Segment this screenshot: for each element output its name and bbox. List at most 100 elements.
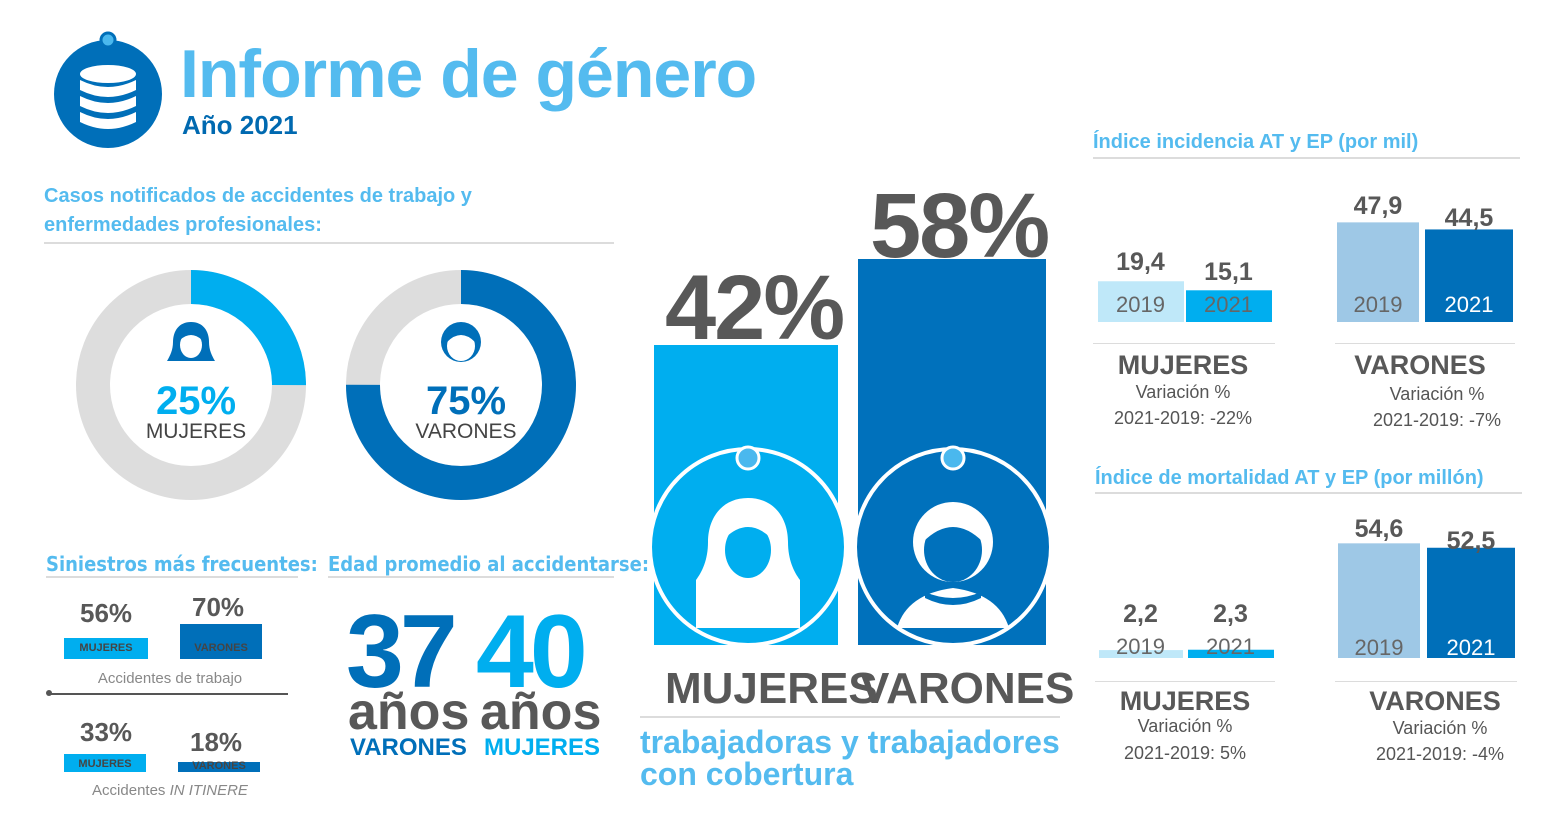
inc-women-2019-value: 19,4 <box>1116 248 1165 276</box>
women-donut <box>76 270 306 500</box>
sin-itinere-women-tag: MUJERES <box>78 758 132 770</box>
mortalidad-chart <box>1099 543 1515 658</box>
coverage-women-pct: 42% <box>665 257 845 359</box>
women-cases-label: MUJERES <box>145 420 247 443</box>
women-age-word: años <box>480 683 602 741</box>
sin-separator-dot <box>46 690 52 696</box>
bar-mujeres-2021 <box>1188 649 1274 658</box>
mor-men-variation: 2021-2019: -4% <box>1375 744 1505 764</box>
men-age-number: 37 <box>346 594 458 710</box>
inc-men-variation: 2021-2019: -7% <box>1372 410 1502 430</box>
mor-men-baseline <box>1335 681 1517 682</box>
coverage-men-label: VARONES <box>860 664 1075 713</box>
sin-itinere-caption: Accidentes IN ITINERE <box>60 782 280 799</box>
mor-women-variation-label: Variación % <box>1137 716 1233 736</box>
mor-men-2019-value: 54,6 <box>1354 515 1404 543</box>
inc-women-2019-year: 2019 <box>1116 292 1165 317</box>
sin-trabajo-men-pct: 70% <box>192 592 245 622</box>
mortalidad-divider <box>1095 492 1522 494</box>
coverage-man-icon <box>897 502 1009 628</box>
cases-donuts <box>76 270 576 500</box>
incidencia-divider <box>1093 157 1520 159</box>
inc-men-2021-value: 44,5 <box>1444 204 1494 232</box>
bar-mujeres-2019 <box>1098 281 1184 322</box>
mor-men-variation-label: Variación % <box>1392 718 1488 738</box>
bar-mujeres-2019 <box>1099 650 1183 658</box>
men-age-label: VARONES <box>350 734 467 761</box>
man-icon <box>441 322 481 362</box>
sin-itinere-men-pct: 18% <box>190 727 243 757</box>
sin-itinere-caption-b: IN ITINERE <box>169 782 248 799</box>
men-age-word: años <box>348 683 470 741</box>
sin-itinere-men-bar <box>178 762 260 772</box>
coverage-women-medallion <box>648 445 848 647</box>
coverage-women-label: MUJERES <box>665 664 878 713</box>
cases-title: Casos notificados de accidentes de traba… <box>44 185 472 236</box>
coverage-caption: trabajadoras y trabajadores con cobertur… <box>640 724 1060 792</box>
women-cases-pct: 25% <box>155 379 237 423</box>
mor-men-name: VARONES <box>1369 686 1501 716</box>
women-age-label: MUJERES <box>484 734 601 761</box>
mortalidad-title: Índice de mortalidad AT y EP (por millón… <box>1095 467 1484 489</box>
coverage-men-medallion <box>853 445 1053 647</box>
siniestros-divider <box>46 576 298 578</box>
inc-men-variation-label: Variación % <box>1389 384 1485 404</box>
page-subtitle: Año 2021 <box>182 110 298 140</box>
inc-men-2021-year: 2021 <box>1444 292 1494 317</box>
sin-trabajo-men-bar <box>180 624 262 659</box>
sin-itinere-women-bar <box>64 754 146 772</box>
bar-varones-2021 <box>1427 547 1515 658</box>
incidencia-title: Índice incidencia AT y EP (por mil) <box>1093 131 1419 153</box>
sin-trabajo-men-tag: VARONES <box>194 642 248 654</box>
sin-trabajo-caption: Accidentes de trabajo <box>97 670 243 687</box>
mor-women-2021-value: 2,3 <box>1213 600 1248 628</box>
coverage-men-pct: 58% <box>870 175 1050 277</box>
mor-women-variation: 2021-2019: 5% <box>1123 743 1247 763</box>
inc-women-name: MUJERES <box>1117 350 1249 380</box>
bar-varones-2019 <box>1338 543 1420 658</box>
sin-itinere-women-pct: 33% <box>80 717 133 747</box>
sin-trabajo-women-pct: 56% <box>80 598 133 628</box>
sin-itinere-caption-a: Accidentes <box>92 782 170 799</box>
mor-women-2019-value: 2,2 <box>1123 600 1158 628</box>
inc-women-variation: 2021-2019: -22% <box>1113 408 1253 428</box>
coverage-divider <box>640 716 1060 718</box>
mor-women-2019-year: 2019 <box>1116 634 1165 659</box>
men-donut <box>346 270 576 500</box>
siniestros-title: Siniestros más frecuentes: <box>46 552 318 576</box>
bar-varones-2019 <box>1337 222 1419 322</box>
mor-women-name: MUJERES <box>1119 686 1251 716</box>
database-icon <box>54 31 162 148</box>
women-donut-slice <box>76 270 306 500</box>
mor-men-2021-year: 2021 <box>1446 635 1496 660</box>
men-cases-label: VARONES <box>415 420 517 443</box>
coverage-chart <box>648 259 1053 647</box>
sin-trabajo-women-bar <box>64 638 148 659</box>
cases-divider <box>44 242 614 244</box>
page-title: Informe de género <box>180 36 757 112</box>
sin-separator <box>48 693 288 695</box>
inc-men-name: VARONES <box>1354 350 1486 380</box>
woman-icon <box>167 322 215 361</box>
inc-men-baseline <box>1335 343 1515 344</box>
mor-women-baseline <box>1095 681 1275 682</box>
sin-itinere-men-tag: VARONES <box>192 760 246 772</box>
men-donut-slice <box>346 270 576 500</box>
sin-trabajo-women-tag: MUJERES <box>79 642 133 654</box>
edad-divider <box>328 576 614 578</box>
men-cases-pct: 75% <box>425 379 507 423</box>
bar-varones-2021 <box>1425 229 1513 322</box>
inc-men-2019-year: 2019 <box>1353 292 1403 317</box>
inc-women-variation-label: Variación % <box>1135 382 1231 402</box>
mor-men-2019-year: 2019 <box>1354 635 1404 660</box>
inc-women-2021-year: 2021 <box>1204 292 1253 317</box>
inc-men-2019-value: 47,9 <box>1353 192 1403 220</box>
bar-mujeres-2021 <box>1186 290 1272 322</box>
incidencia-chart <box>1098 222 1513 322</box>
inc-women-baseline <box>1093 343 1275 344</box>
women-age-number: 40 <box>476 594 588 710</box>
coverage-woman-icon <box>696 498 800 628</box>
inc-women-2021-value: 15,1 <box>1204 258 1253 286</box>
mor-men-2021-value: 52,5 <box>1446 527 1496 555</box>
mor-women-2021-year: 2021 <box>1206 634 1255 659</box>
